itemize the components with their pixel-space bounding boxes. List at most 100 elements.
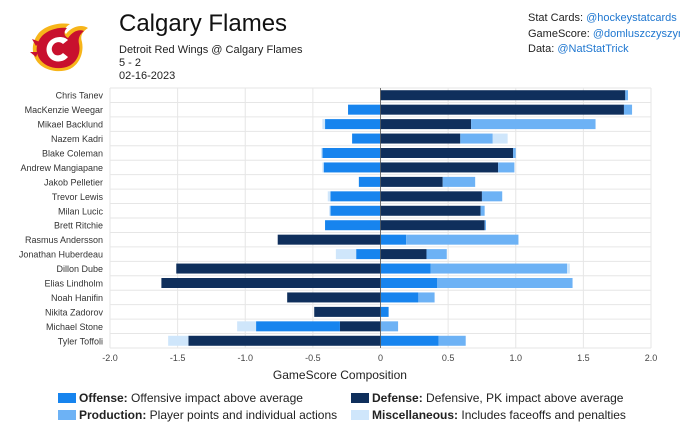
bar-miscellaneous [168, 335, 189, 346]
bar-production [430, 263, 568, 274]
bar-production [380, 321, 399, 332]
bar-offense [380, 335, 439, 346]
bar-production [426, 249, 447, 260]
x-tick-label: -1.0 [237, 353, 253, 363]
player-label: Michael Stone [46, 322, 103, 332]
bar-defense [176, 263, 381, 274]
bar-offense [256, 321, 340, 332]
x-tick-label: 2.0 [645, 353, 658, 363]
bar-miscellaneous [237, 321, 257, 332]
bar-offense [323, 162, 381, 173]
bar-production [484, 220, 486, 231]
x-tick-label: -2.0 [102, 353, 118, 363]
bar-production [623, 104, 633, 115]
bar-offense [352, 133, 381, 144]
bar-production [438, 335, 466, 346]
bar-defense [277, 234, 381, 245]
bar-offense [380, 292, 419, 303]
bar-defense [380, 90, 626, 101]
bar-production [471, 119, 596, 130]
credit-link[interactable]: @NatStatTrick [557, 43, 629, 55]
bar-offense [358, 176, 381, 187]
bar-defense [380, 220, 485, 231]
calgary-flames-logo-icon [30, 23, 88, 72]
bar-miscellaneous [327, 191, 331, 202]
x-tick-label: -0.5 [305, 353, 321, 363]
player-label: Blake Coleman [42, 149, 103, 159]
player-label: Chris Tanev [56, 91, 104, 101]
legend-defense: Defense: Defensive, PK impact above aver… [351, 391, 623, 405]
bar-offense [356, 249, 381, 260]
bar-offense [330, 191, 381, 202]
bar-offense [380, 234, 407, 245]
x-tick-label: 0 [378, 353, 383, 363]
bar-offense [325, 220, 381, 231]
bar-miscellaneous [492, 133, 508, 144]
legend-swatch [58, 393, 76, 403]
bar-production [437, 278, 573, 288]
legend-offense: Offense: Offensive impact above average [58, 391, 303, 405]
bar-defense [161, 278, 381, 288]
bar-defense [287, 292, 381, 303]
credit-gamescore: GameScore: @domluszczyszyn [528, 27, 680, 43]
legend-misc: Miscellaneous: Includes faceoffs and pen… [351, 408, 626, 422]
player-label: Jonathan Huberdeau [19, 250, 103, 260]
bar-production [418, 292, 435, 303]
legend-production: Production: Player points and individual… [58, 408, 337, 422]
bar-defense [380, 162, 499, 173]
player-label: Andrew Mangiapane [20, 163, 103, 173]
bar-offense [380, 263, 431, 274]
player-label: Jakob Pelletier [44, 177, 103, 187]
bar-production [481, 191, 503, 202]
bar-production [625, 90, 629, 101]
bar-defense [339, 321, 381, 332]
player-label: Brett Ritchie [54, 221, 103, 231]
bar-production [498, 162, 515, 173]
player-label: Mikael Backlund [37, 120, 103, 130]
bar-production [406, 234, 519, 245]
player-label: Elias Lindholm [44, 279, 103, 289]
bar-offense [348, 104, 381, 115]
bar-miscellaneous [322, 162, 324, 173]
bar-miscellaneous [329, 205, 331, 216]
bar-miscellaneous [335, 249, 357, 260]
legend-swatch [58, 410, 76, 420]
bar-defense [188, 335, 381, 346]
credit-link[interactable]: @domluszczyszyn [592, 27, 680, 40]
player-label: Rasmus Andersson [25, 235, 103, 245]
player-label: Milan Lucic [58, 206, 104, 216]
player-label: Dillon Dube [56, 264, 103, 274]
player-label: Tyler Toffoli [58, 336, 103, 346]
x-tick-label: 1.0 [509, 353, 522, 363]
x-tick-label: -1.5 [170, 353, 186, 363]
bar-offense [325, 119, 381, 130]
matchup-text: Detroit Red Wings @ Calgary Flames [119, 44, 303, 56]
player-label: Nikita Zadorov [45, 307, 104, 317]
bar-defense [380, 205, 481, 216]
credits-block: Stat Cards: @hockeystatcards GameScore: … [528, 11, 680, 58]
bar-miscellaneous [322, 119, 326, 130]
player-label: Nazem Kadri [51, 134, 103, 144]
date-text: 02-16-2023 [119, 70, 176, 82]
player-label: MacKenzie Weegar [25, 105, 103, 115]
credit-data: Data: @NatStatTrick [528, 43, 629, 55]
bar-production [442, 176, 476, 187]
x-axis-label: GameScore Composition [273, 368, 407, 382]
bar-production [460, 133, 493, 144]
bar-production [480, 205, 485, 216]
credit-link[interactable]: @hockeystatcards [586, 12, 677, 24]
bar-defense [380, 133, 461, 144]
bar-production [513, 148, 516, 158]
score-text: 5 - 2 [119, 57, 142, 69]
legend-swatch [351, 393, 369, 403]
bar-defense [314, 306, 381, 317]
bar-offense [380, 306, 389, 317]
player-label: Trevor Lewis [52, 192, 104, 202]
bar-offense [322, 148, 381, 158]
bar-defense [380, 191, 482, 202]
x-tick-label: 1.5 [577, 353, 590, 363]
credit-stat-cards: Stat Cards: @hockeystatcards [528, 12, 677, 24]
bar-defense [380, 249, 427, 260]
bar-offense [380, 278, 438, 288]
